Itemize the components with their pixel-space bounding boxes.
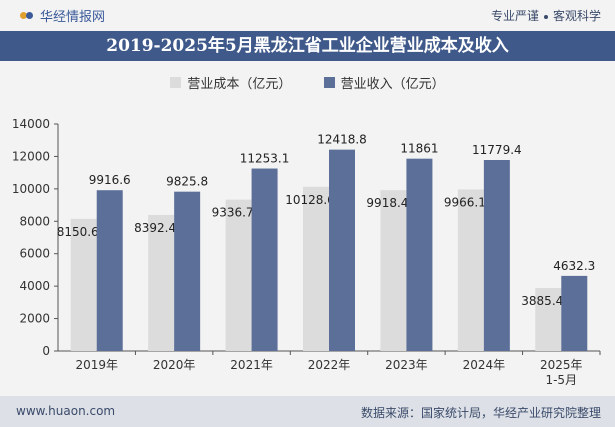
y-tick-label: 0 xyxy=(42,344,50,358)
data-label-revenue: 11253.1 xyxy=(240,152,290,166)
y-tick-label: 2000 xyxy=(19,312,50,326)
data-label-cost: 3885.4 xyxy=(521,294,563,308)
bar-cost xyxy=(70,218,97,351)
x-tick-label: 1-5月 xyxy=(545,373,577,387)
y-tick-label: 6000 xyxy=(19,247,50,261)
x-tick-label: 2020年 xyxy=(153,358,196,372)
data-label-revenue: 4632.3 xyxy=(553,259,595,273)
footer: www.huaon.com 数据来源：国家统计局，华经产业研究院整理 xyxy=(0,396,615,427)
bar-cost xyxy=(380,190,407,351)
data-label-cost: 9966.1 xyxy=(444,195,486,209)
legend-item-cost: 营业成本（亿元） xyxy=(170,73,291,92)
data-label-revenue: 9916.6 xyxy=(89,173,131,187)
data-label-cost: 8392.4 xyxy=(134,221,176,235)
x-tick-label: 2019年 xyxy=(75,358,118,372)
footer-source: 数据来源：国家统计局，华经产业研究院整理 xyxy=(360,406,601,420)
brand[interactable]: 华经情报网 xyxy=(20,6,105,25)
bar-revenue xyxy=(174,191,201,351)
dot-icon xyxy=(543,14,548,19)
bar-cost xyxy=(457,189,484,351)
bar-revenue xyxy=(483,160,510,351)
bar-revenue xyxy=(251,168,278,351)
bar-revenue xyxy=(406,158,433,351)
footer-url[interactable]: www.huaon.com xyxy=(16,404,116,418)
chart-plot: 0 2000 4000 6000 8000 10000 12000 14000 2019年 815… xyxy=(12,117,601,387)
legend-swatch-cost xyxy=(170,77,182,88)
y-tick-label: 14000 xyxy=(12,117,50,131)
chart-title: 2019-2025年5月黑龙江省工业企业营业成本及收入 xyxy=(0,31,615,61)
bar-revenue xyxy=(96,190,123,351)
data-label-cost: 8150.6 xyxy=(57,225,99,239)
tagline-1: 专业严谨 xyxy=(490,9,539,23)
x-tick-label: 2021年 xyxy=(230,358,273,372)
x-tick-label: 2024年 xyxy=(463,358,506,372)
bar-cost xyxy=(303,186,329,351)
y-tick-label: 4000 xyxy=(19,279,50,293)
legend-swatch-revenue xyxy=(323,77,335,88)
x-tick-label: 2022年 xyxy=(308,358,351,372)
top-bar: 华经情报网 专业严谨 客观科学 xyxy=(0,0,615,30)
tagline-2: 客观科学 xyxy=(552,9,601,23)
data-label-revenue: 11861 xyxy=(400,142,438,156)
data-label-revenue: 12418.8 xyxy=(317,133,367,147)
y-tick-label: 10000 xyxy=(12,182,50,196)
bar-cost xyxy=(148,214,175,351)
tagline: 专业严谨 客观科学 xyxy=(491,7,601,24)
bar-revenue xyxy=(329,149,355,351)
y-tick-label: 12000 xyxy=(12,149,50,163)
bar-cost xyxy=(535,288,562,351)
brand-name: 华经情报网 xyxy=(40,10,106,25)
legend-label-revenue: 营业收入（亿元） xyxy=(340,77,445,92)
data-label-revenue: 11779.4 xyxy=(472,143,522,157)
legend-label-cost: 营业成本（亿元） xyxy=(187,77,292,92)
data-label-revenue: 9825.8 xyxy=(166,175,208,189)
bar-cost xyxy=(225,199,252,351)
data-label-cost: 9336.7 xyxy=(212,206,254,220)
data-label-cost: 9918.4 xyxy=(366,196,408,210)
y-tick-label: 8000 xyxy=(19,214,50,228)
legend-item-revenue: 营业收入（亿元） xyxy=(323,73,445,92)
x-tick-label: 2023年 xyxy=(385,358,428,372)
x-tick-label: 2025年 xyxy=(540,358,583,372)
data-label-cost: 10128.6 xyxy=(285,193,335,207)
bar-revenue xyxy=(561,275,588,351)
legend: 营业成本（亿元） 营业收入（亿元） xyxy=(0,73,615,92)
brand-logo-icon xyxy=(20,9,34,23)
